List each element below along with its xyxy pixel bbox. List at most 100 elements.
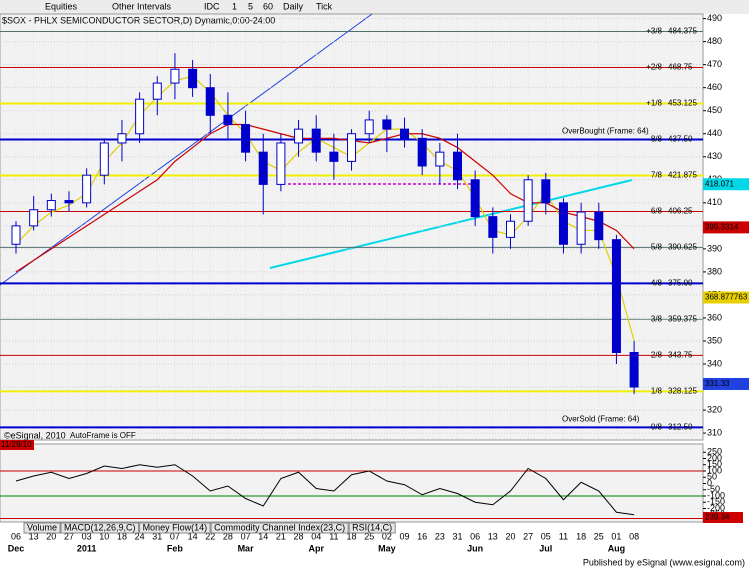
y-tick-label: 100 xyxy=(707,465,722,475)
x-tick-label: 18 xyxy=(576,531,586,541)
price-tag-label: 331.33 xyxy=(705,379,730,388)
y-tick-label: 150 xyxy=(707,459,722,469)
date-tag-label: 11/29/10 xyxy=(1,440,32,449)
x-tick-label: 25 xyxy=(594,531,604,541)
toolbar-item[interactable]: 5 xyxy=(248,1,253,11)
level-label: 6/8 xyxy=(651,207,663,216)
toolbar-item[interactable]: Tick xyxy=(316,1,333,11)
candle-body xyxy=(594,211,604,241)
month-label: Feb xyxy=(167,543,184,553)
tab-label[interactable]: MACD(12,26,9,C) xyxy=(64,522,136,532)
level-label: 3/8 xyxy=(651,315,663,324)
x-tick-label: 28 xyxy=(223,531,233,541)
candle-body xyxy=(488,216,498,238)
level-value: 406.25 xyxy=(668,207,693,216)
candle-body xyxy=(364,119,374,135)
toolbar-item[interactable]: 60 xyxy=(263,1,273,11)
candle-body xyxy=(470,179,480,218)
tab[interactable] xyxy=(23,522,61,534)
month-label: Mar xyxy=(238,543,255,553)
y-tick-label: 440 xyxy=(707,128,722,138)
tab-label[interactable]: Commodity Channel Index(23,C) xyxy=(214,522,345,532)
x-tick-label: 23 xyxy=(435,531,445,541)
candle-body xyxy=(99,142,109,176)
level-value: 312.50 xyxy=(668,422,693,431)
level-label: 1/8 xyxy=(651,386,663,395)
chart-title: $SOX - PHLX SEMICONDUCTOR SECTOR,D) Dyna… xyxy=(2,15,275,25)
y-tick-label: 480 xyxy=(707,36,722,46)
x-tick-label: 27 xyxy=(523,531,533,541)
x-tick-label: 20 xyxy=(505,531,515,541)
y-tick-label: 340 xyxy=(707,358,722,368)
footer: Published by eSignal (www.esignal.com) xyxy=(583,557,745,567)
x-tick-label: 22 xyxy=(205,531,215,541)
month-label: Aug xyxy=(608,543,626,553)
toolbar-item[interactable]: Equities xyxy=(45,1,78,11)
tab-label[interactable]: RSI(14,C) xyxy=(352,522,392,532)
candle-body xyxy=(329,151,339,162)
toolbar-item[interactable]: Daily xyxy=(283,1,304,11)
tab[interactable] xyxy=(210,522,349,534)
y-tick-label: 390 xyxy=(707,243,722,253)
x-tick-label: 05 xyxy=(541,531,551,541)
candle-body xyxy=(258,151,268,185)
month-label: Jun xyxy=(467,543,483,553)
level-value: 343.75 xyxy=(668,350,693,359)
level-label: 4/8 xyxy=(651,279,663,288)
y-tick-label: -200 xyxy=(707,503,725,513)
x-tick-label: 11 xyxy=(559,531,568,541)
candle-body xyxy=(611,239,621,353)
price-tag-label: 368.877763 xyxy=(705,293,748,302)
x-tick-label: 16 xyxy=(417,531,427,541)
x-tick-label: 28 xyxy=(294,531,304,541)
tab-label[interactable]: Money Flow(14) xyxy=(143,522,208,532)
autoframe-note: AutoFrame is OFF xyxy=(70,431,136,440)
candle-body xyxy=(276,142,286,185)
indicator-line xyxy=(15,464,635,516)
month-label: Apr xyxy=(308,543,324,553)
level-value: 437.50 xyxy=(668,135,693,144)
level-value: 328.125 xyxy=(668,386,697,395)
candle-body xyxy=(64,200,74,204)
candle-body xyxy=(576,211,586,245)
price-tag xyxy=(703,221,749,234)
tab[interactable] xyxy=(60,522,140,534)
trend-line xyxy=(269,179,633,269)
x-tick-label: 10 xyxy=(99,531,109,541)
tab[interactable] xyxy=(348,522,396,534)
level-label: +1/8 xyxy=(646,99,662,108)
y-tick-label: 0 xyxy=(707,478,712,488)
toolbar-item[interactable]: 1 xyxy=(232,1,237,11)
indicator-tag-label: 239.34 xyxy=(705,513,730,522)
candle-body xyxy=(294,128,304,144)
x-tick-label: 24 xyxy=(135,531,145,541)
candle-body xyxy=(382,119,392,130)
x-tick-label: 25 xyxy=(364,531,374,541)
x-tick-label: 21 xyxy=(276,531,286,541)
toolbar-item[interactable]: IDC xyxy=(204,1,220,11)
x-tick-label: 01 xyxy=(611,531,621,541)
y-tick-label: 250 xyxy=(707,447,722,457)
tab-label[interactable]: Volume xyxy=(27,522,57,532)
indicator-panel xyxy=(0,443,704,523)
y-tick-label: 430 xyxy=(707,151,722,161)
tab[interactable] xyxy=(139,522,211,534)
toolbar-item[interactable]: Other Intervals xyxy=(112,1,172,11)
x-tick-label: 31 xyxy=(452,531,462,541)
level-label: 0/8 xyxy=(651,422,663,431)
x-tick-label: 11 xyxy=(329,531,338,541)
candle-body xyxy=(117,133,127,144)
price-tag xyxy=(703,291,749,304)
x-tick-label: 04 xyxy=(311,531,321,541)
y-tick-label: -100 xyxy=(707,490,725,500)
x-tick-label: 18 xyxy=(117,531,127,541)
candle-body xyxy=(311,128,321,153)
x-tick-label: 20 xyxy=(46,531,56,541)
x-tick-label: 09 xyxy=(400,531,410,541)
candle-body xyxy=(170,68,180,84)
candle-body xyxy=(82,174,92,204)
level-note: OverSold (Frame: 64) xyxy=(562,414,640,423)
x-tick-label: 31 xyxy=(152,531,162,541)
y-tick-label: 450 xyxy=(707,105,722,115)
